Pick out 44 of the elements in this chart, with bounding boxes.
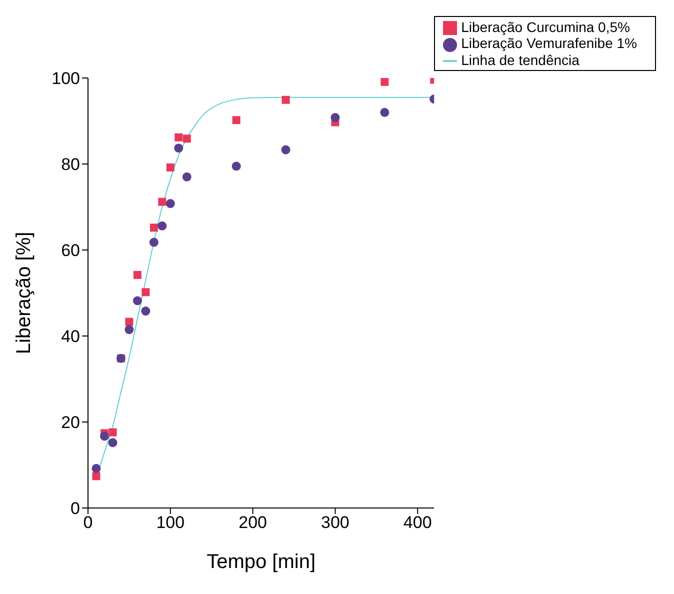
point [132, 296, 142, 306]
point [133, 270, 142, 279]
point [182, 134, 191, 143]
point [232, 116, 240, 124]
y-tick-label: 100 [52, 69, 80, 88]
point [232, 162, 241, 171]
point [330, 113, 340, 122]
point [100, 432, 109, 441]
y-tick-label: 40 [61, 327, 80, 346]
point [124, 325, 134, 334]
point [282, 96, 290, 104]
x-tick-label: 200 [238, 513, 267, 532]
point [380, 78, 389, 86]
y-axis-title: Liberação [%] [13, 232, 36, 354]
point [92, 464, 101, 473]
point [166, 163, 174, 172]
point [166, 199, 175, 208]
x-tick-label: 0 [83, 513, 93, 532]
point [108, 428, 117, 436]
point [149, 238, 158, 247]
point [380, 108, 390, 117]
point [158, 221, 167, 230]
point [158, 198, 166, 206]
point [141, 306, 150, 316]
y-tick-label: 60 [61, 241, 80, 260]
point [281, 145, 290, 154]
x-tick-label: 300 [321, 513, 350, 532]
legend-label: Linha de tendência [461, 52, 580, 68]
point [174, 144, 184, 153]
y-tick-label: 80 [61, 155, 80, 174]
x-tick-label: 100 [156, 513, 185, 532]
y-tick-label: 20 [61, 413, 80, 432]
point [108, 438, 118, 448]
point [174, 133, 183, 142]
point [125, 318, 134, 326]
y-tick-label: 0 [70, 499, 80, 518]
point [142, 288, 150, 296]
x-axis-title: Tempo [min] [206, 551, 316, 573]
legend-label: Liberação Vemurafenibe 1% [461, 35, 637, 52]
x-tick-label: 400 [403, 513, 432, 532]
point [150, 224, 158, 232]
legend-label: Liberação Curcumina 0,5% [461, 19, 630, 35]
point [182, 172, 192, 182]
point [92, 472, 100, 480]
